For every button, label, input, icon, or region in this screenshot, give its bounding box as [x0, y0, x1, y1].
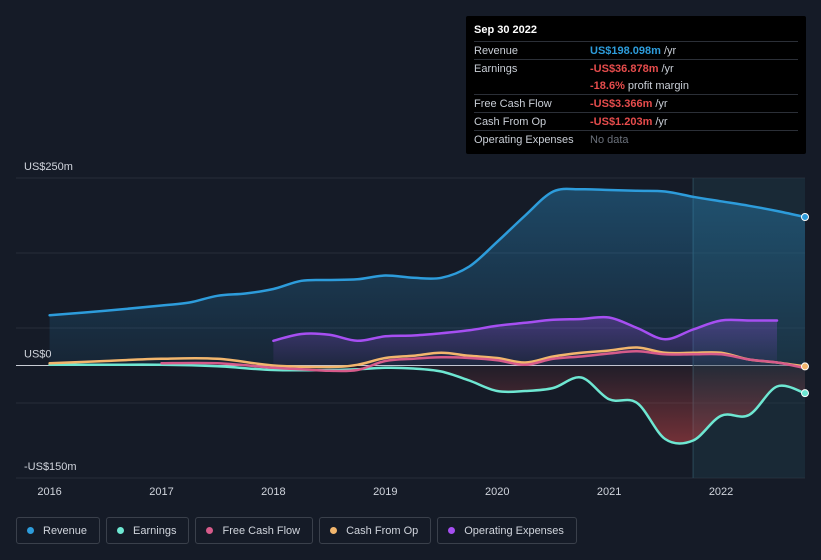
x-tick-label: 2022 [709, 486, 733, 498]
x-tick-label: 2021 [597, 486, 621, 498]
x-tick-label: 2019 [373, 486, 397, 498]
revenue-end-marker [801, 213, 809, 221]
series-fills [49, 188, 806, 444]
tooltip-opex-label: Operating Expenses [474, 133, 574, 146]
tooltip-earnings-value: -US$36.878m [590, 62, 659, 75]
tooltip-earnings-label: Earnings [474, 62, 518, 75]
legend-item-cash-from-op[interactable]: Cash From Op [319, 517, 432, 544]
legend: Revenue Earnings Free Cash Flow Cash Fro… [16, 517, 577, 544]
tooltip-unit: /yr [661, 62, 674, 75]
x-tick-label: 2020 [485, 486, 509, 498]
legend-label-earnings: Earnings [133, 524, 177, 537]
revenue-line [48, 187, 807, 317]
tooltip-date: Sep 30 2022 [474, 24, 537, 36]
tooltip-revenue-label: Revenue [474, 44, 519, 57]
tooltip-fcf-value: -US$3.366m [590, 97, 653, 110]
data-tooltip: Sep 30 2022 Revenue US$198.098m/yr Earni… [466, 16, 806, 154]
tooltip-cfo-value: -US$1.203m [590, 115, 653, 128]
earnings-end-marker [801, 389, 809, 398]
tooltip-row-revenue: Revenue US$198.098m/yr [474, 41, 798, 59]
tooltip-margin-text: profit margin [627, 79, 689, 92]
tooltip-cfo-label: Cash From Op [474, 115, 547, 128]
tooltip-opex-value: No data [590, 133, 629, 146]
cash-from-op-line [48, 346, 807, 369]
tooltip-unit: /yr [655, 97, 668, 110]
tooltip-margin-value: -18.6% [590, 79, 625, 92]
free-cash-flow-dot-icon [206, 527, 214, 534]
cash-from-op-end-marker [801, 362, 809, 371]
tooltip-row-earnings: Earnings -US$36.878m/yr [474, 59, 798, 77]
y-tick-label: -US$150m [24, 461, 77, 473]
free-cash-flow-line [160, 350, 807, 373]
legend-item-earnings[interactable]: Earnings [106, 517, 190, 544]
tooltip-row-margin: -18.6% profit margin [474, 77, 798, 94]
series-lines [48, 187, 809, 445]
operating-expenses-dot-icon [448, 527, 456, 534]
tooltip-fcf-label: Free Cash Flow [474, 97, 552, 110]
legend-item-revenue[interactable]: Revenue [16, 517, 101, 544]
tooltip-row-opex: Operating Expenses No data [474, 130, 798, 148]
legend-label-cash-from-op: Cash From Op [346, 524, 419, 537]
axis-labels: US$250m US$0 -US$150m 2016 2017 2018 2019 2020 2… [24, 161, 733, 498]
earnings-dot-icon [117, 527, 125, 534]
x-tick-label: 2017 [149, 486, 173, 498]
tooltip-unit: /yr [663, 44, 677, 57]
legend-label-operating-expenses: Operating Expenses [464, 524, 564, 537]
tooltip-revenue-value: US$198.098m [590, 44, 661, 57]
tooltip-row-fcf: Free Cash Flow -US$3.366m/yr [474, 94, 798, 112]
cash-from-op-dot-icon [330, 527, 338, 534]
earnings-area [49, 364, 806, 444]
x-tick-label: 2018 [261, 486, 285, 498]
revenue-dot-icon [27, 527, 34, 534]
earnings-line [48, 363, 807, 445]
legend-item-operating-expenses[interactable]: Operating Expenses [437, 517, 577, 544]
tooltip-row-cfo: Cash From Op -US$1.203m/yr [474, 112, 798, 130]
x-tick-label: 2016 [37, 486, 61, 498]
legend-label-revenue: Revenue [43, 524, 88, 537]
tooltip-unit: /yr [655, 115, 668, 128]
y-tick-label: US$250m [24, 161, 73, 173]
y-tick-label: US$0 [24, 349, 52, 361]
operating-expenses-line [272, 315, 779, 343]
legend-item-free-cash-flow[interactable]: Free Cash Flow [195, 517, 314, 544]
legend-label-free-cash-flow: Free Cash Flow [222, 524, 301, 537]
